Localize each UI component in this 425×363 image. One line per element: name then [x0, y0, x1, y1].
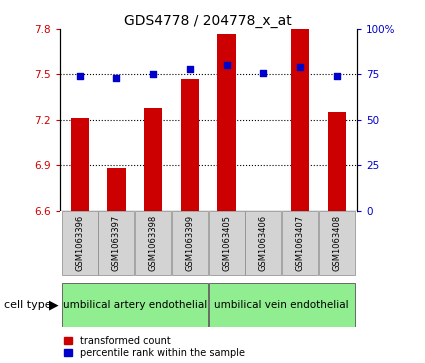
- Text: GSM1063396: GSM1063396: [75, 215, 84, 272]
- Text: GSM1063405: GSM1063405: [222, 215, 231, 271]
- FancyBboxPatch shape: [62, 283, 208, 327]
- Text: cell type: cell type: [4, 300, 52, 310]
- Bar: [181, 79, 199, 211]
- Point: [187, 66, 193, 72]
- Point: [150, 72, 156, 77]
- Title: GDS4778 / 204778_x_at: GDS4778 / 204778_x_at: [125, 14, 292, 28]
- Text: GSM1063398: GSM1063398: [149, 215, 158, 272]
- FancyBboxPatch shape: [172, 211, 208, 275]
- Text: GSM1063408: GSM1063408: [332, 215, 341, 271]
- Point: [76, 73, 83, 79]
- FancyBboxPatch shape: [245, 211, 281, 275]
- Text: GSM1063406: GSM1063406: [259, 215, 268, 271]
- Point: [333, 73, 340, 79]
- Bar: [144, 108, 162, 211]
- Text: umbilical artery endothelial: umbilical artery endothelial: [62, 300, 207, 310]
- Bar: [291, 28, 309, 211]
- FancyBboxPatch shape: [319, 211, 355, 275]
- Point: [113, 75, 120, 81]
- Bar: [107, 168, 126, 211]
- FancyBboxPatch shape: [62, 211, 98, 275]
- Bar: [71, 118, 89, 211]
- Text: GSM1063397: GSM1063397: [112, 215, 121, 272]
- FancyBboxPatch shape: [99, 211, 134, 275]
- Text: GSM1063407: GSM1063407: [295, 215, 305, 271]
- Bar: [328, 112, 346, 211]
- FancyBboxPatch shape: [209, 211, 245, 275]
- FancyBboxPatch shape: [282, 211, 318, 275]
- Point: [297, 64, 303, 70]
- Point: [223, 62, 230, 68]
- Bar: [218, 33, 236, 211]
- FancyBboxPatch shape: [135, 211, 171, 275]
- FancyBboxPatch shape: [209, 283, 355, 327]
- Legend: transformed count, percentile rank within the sample: transformed count, percentile rank withi…: [64, 336, 245, 358]
- Text: ▶: ▶: [49, 298, 59, 311]
- Point: [260, 70, 267, 76]
- Text: umbilical vein endothelial: umbilical vein endothelial: [214, 300, 349, 310]
- Text: GSM1063399: GSM1063399: [185, 215, 194, 271]
